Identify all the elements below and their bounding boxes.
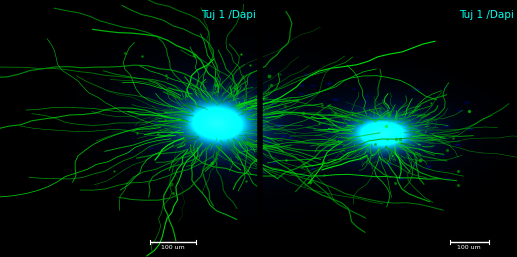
Text: 100 um: 100 um <box>458 245 481 250</box>
Text: 100 um: 100 um <box>161 245 185 250</box>
Text: Tuj 1 /Dapi: Tuj 1 /Dapi <box>201 10 256 20</box>
Text: Tuj 1 /Dapi: Tuj 1 /Dapi <box>460 10 514 20</box>
